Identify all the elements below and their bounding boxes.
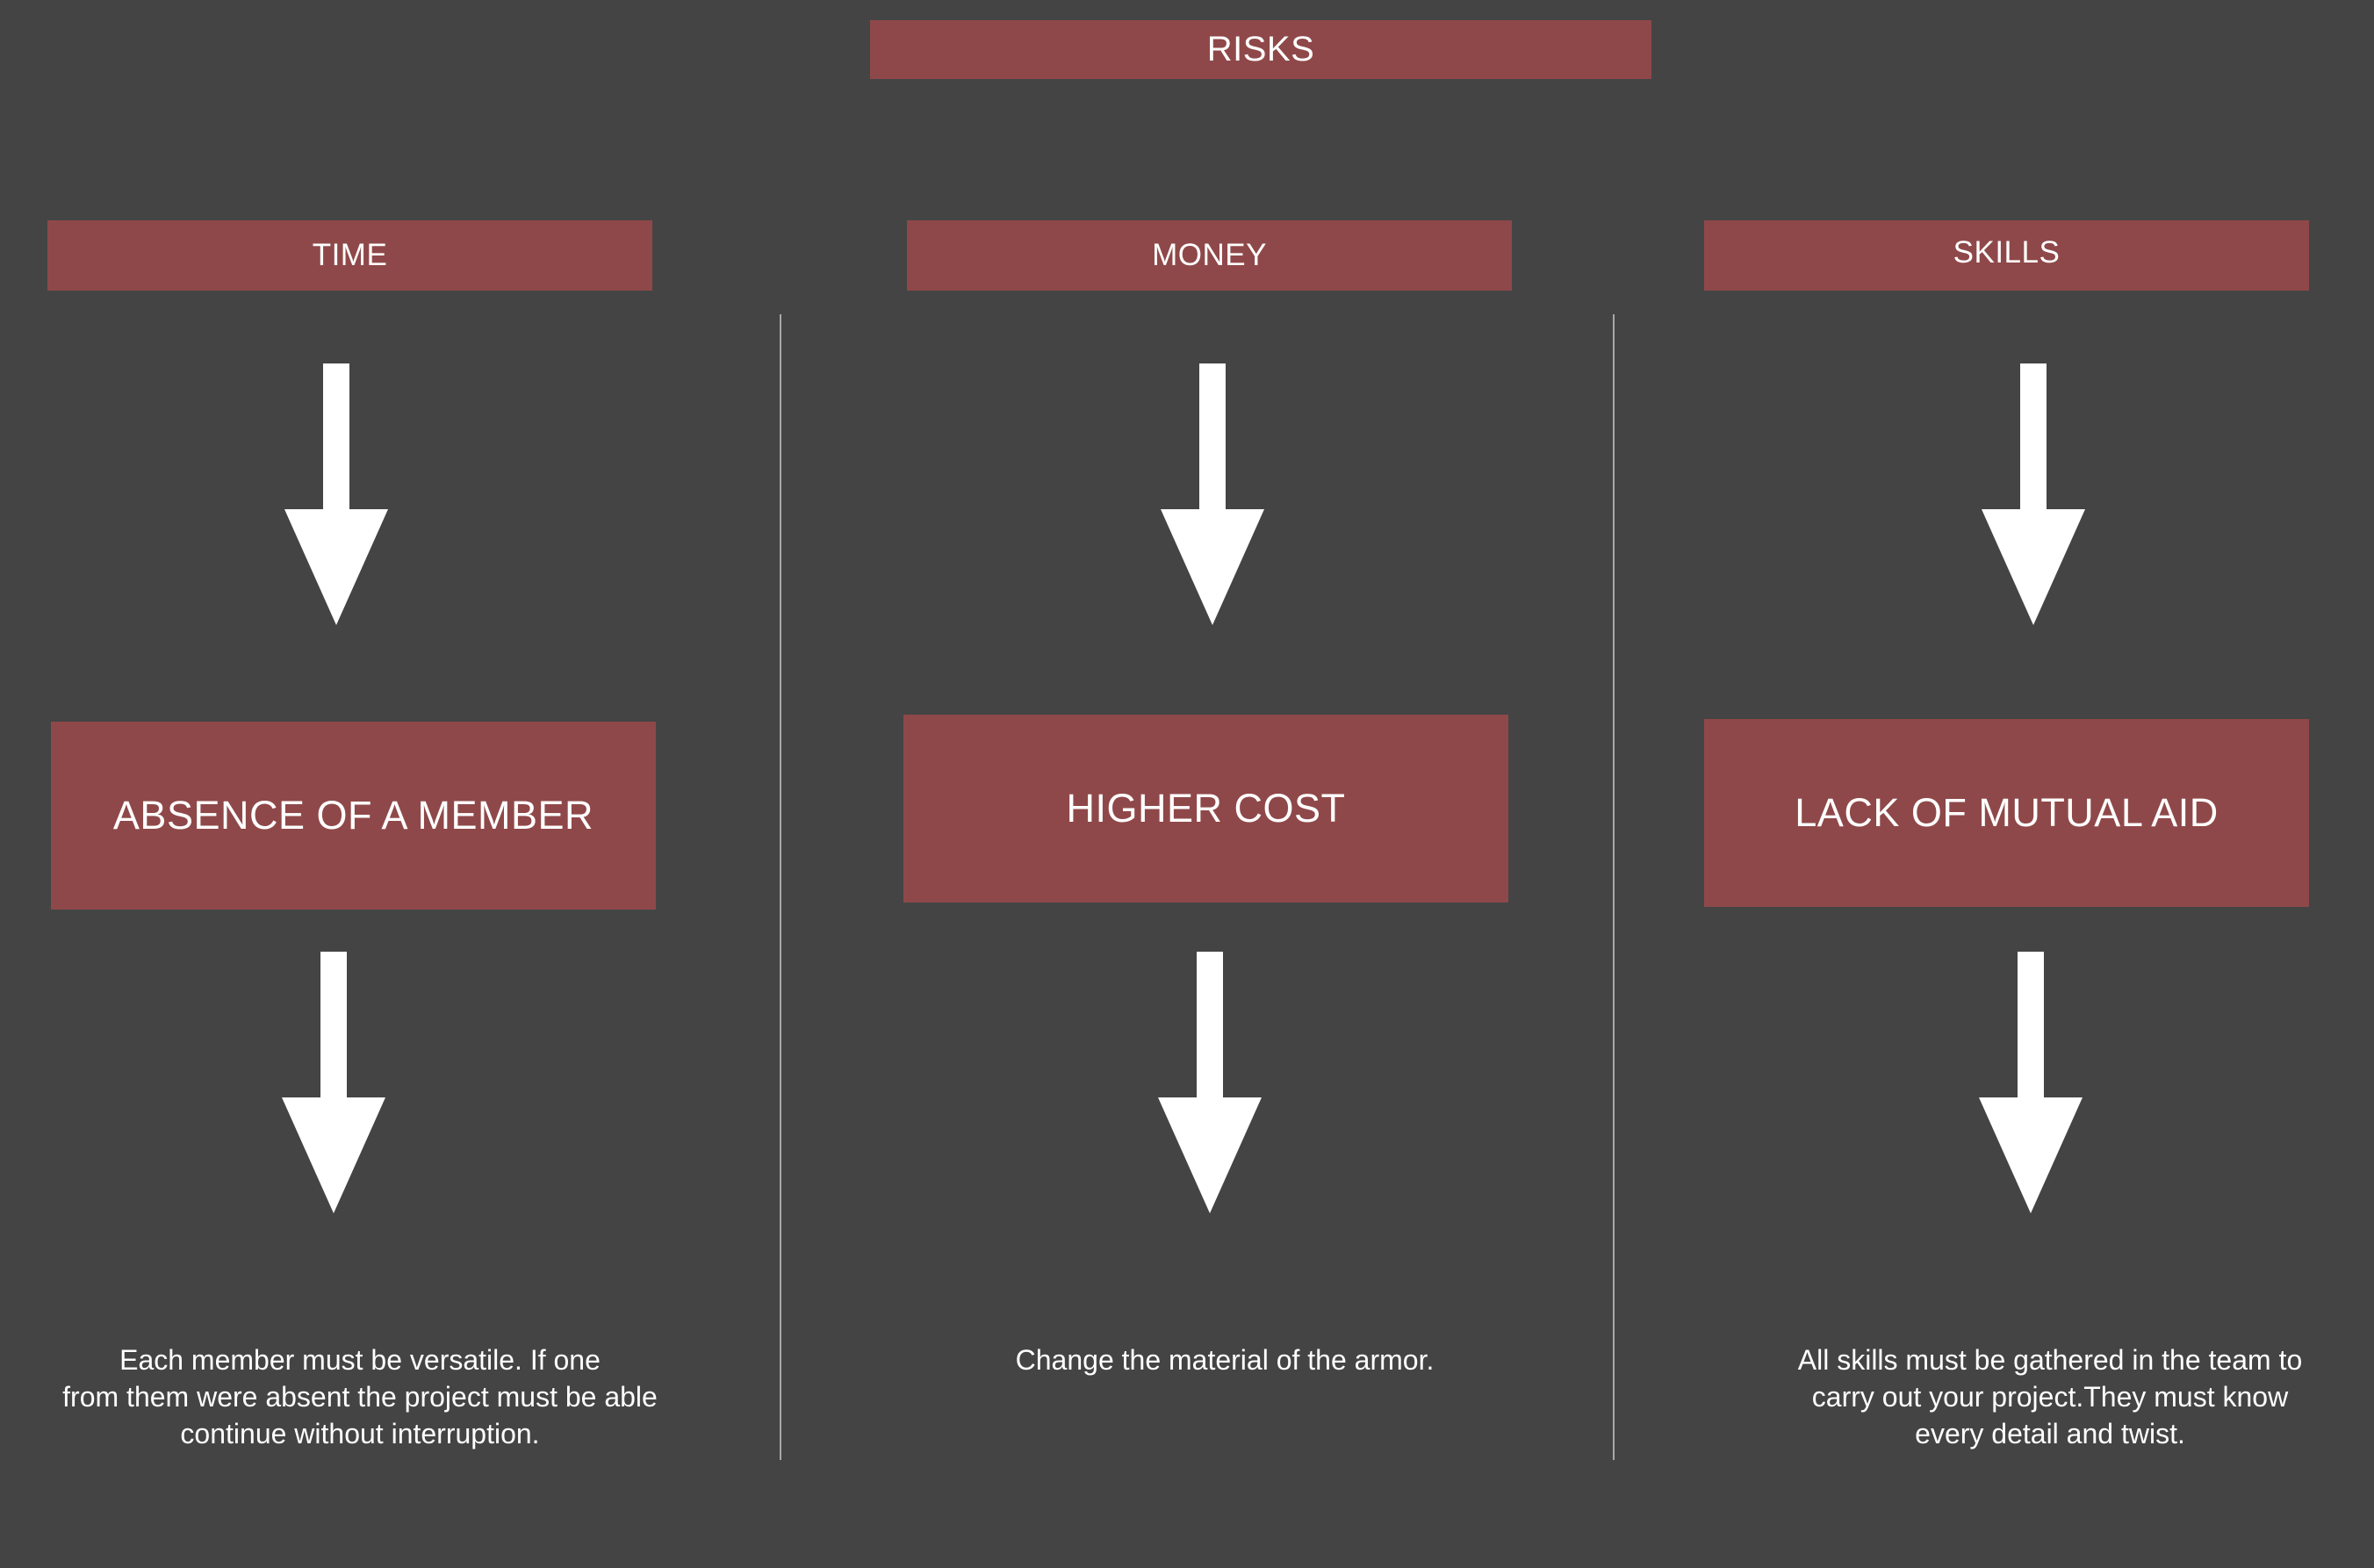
category-box-skills: SKILLS bbox=[1704, 220, 2309, 291]
description-line: carry out your project.They must know bbox=[1811, 1381, 2289, 1413]
risk-box-lack-of-mutual-aid: LACK OF MUTUAL AID bbox=[1704, 719, 2309, 907]
diagram-title: RISKS bbox=[870, 20, 1651, 79]
description-line: Change the material of the armor. bbox=[1015, 1344, 1435, 1376]
description-time: Each member must be versatile. If one fr… bbox=[0, 1341, 720, 1452]
description-skills: All skills must be gathered in the team … bbox=[1690, 1341, 2374, 1452]
column-divider-right bbox=[1613, 314, 1615, 1460]
description-line: Each member must be versatile. If one bbox=[119, 1344, 601, 1376]
risk-box-higher-cost: HIGHER COST bbox=[903, 715, 1508, 903]
risk-box-absence-of-member: ABSENCE OF A MEMBER bbox=[51, 722, 656, 910]
description-money: Change the material of the armor. bbox=[869, 1341, 1580, 1378]
description-line: continue without interruption. bbox=[180, 1418, 540, 1449]
down-arrow-icon bbox=[1982, 363, 2085, 625]
description-line: All skills must be gathered in the team … bbox=[1797, 1344, 2303, 1376]
down-arrow-icon bbox=[1979, 952, 2083, 1213]
down-arrow-icon bbox=[1158, 952, 1262, 1213]
down-arrow-icon bbox=[282, 952, 385, 1213]
description-line: every detail and twist. bbox=[1915, 1418, 2185, 1449]
category-box-money: MONEY bbox=[907, 220, 1512, 291]
category-box-time: TIME bbox=[47, 220, 652, 291]
down-arrow-icon bbox=[284, 363, 388, 625]
description-line: from them were absent the project must b… bbox=[62, 1381, 658, 1413]
down-arrow-icon bbox=[1161, 363, 1264, 625]
column-divider-left bbox=[780, 314, 781, 1460]
